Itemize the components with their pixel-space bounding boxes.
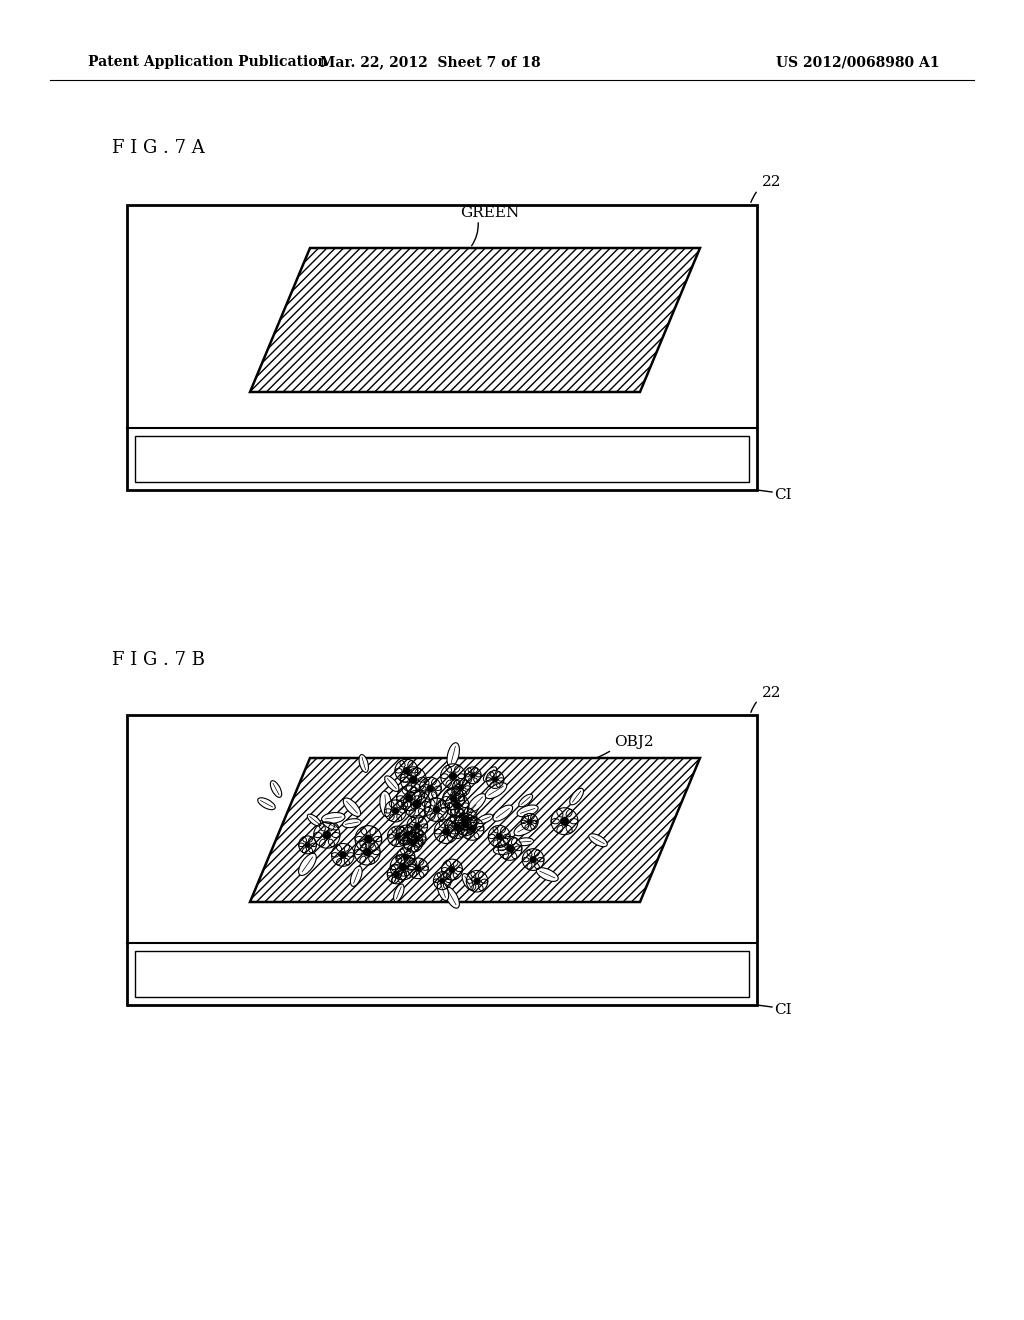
Ellipse shape xyxy=(450,796,459,816)
Ellipse shape xyxy=(447,743,460,767)
Ellipse shape xyxy=(299,853,316,875)
Text: OBJ2: OBJ2 xyxy=(614,735,653,748)
Text: F I G . 7 A: F I G . 7 A xyxy=(112,139,205,157)
Circle shape xyxy=(323,830,331,840)
Text: 22: 22 xyxy=(762,686,781,700)
Text: GREEN: GREEN xyxy=(461,206,519,220)
Circle shape xyxy=(463,816,469,822)
Circle shape xyxy=(462,821,469,828)
Circle shape xyxy=(394,871,399,878)
Ellipse shape xyxy=(477,814,493,824)
Ellipse shape xyxy=(437,880,449,900)
Ellipse shape xyxy=(307,814,321,826)
Circle shape xyxy=(506,845,514,851)
Ellipse shape xyxy=(483,767,497,781)
Circle shape xyxy=(449,866,456,873)
Ellipse shape xyxy=(322,813,345,824)
Circle shape xyxy=(469,825,476,833)
Circle shape xyxy=(410,840,416,845)
Ellipse shape xyxy=(350,866,362,886)
Ellipse shape xyxy=(343,799,360,816)
Circle shape xyxy=(392,808,399,814)
Ellipse shape xyxy=(514,820,537,836)
Circle shape xyxy=(454,801,461,809)
Circle shape xyxy=(305,842,310,847)
Circle shape xyxy=(413,800,421,809)
Circle shape xyxy=(402,767,410,775)
Ellipse shape xyxy=(589,834,607,846)
Circle shape xyxy=(454,824,461,830)
Circle shape xyxy=(427,785,434,792)
Circle shape xyxy=(399,863,407,871)
Ellipse shape xyxy=(393,884,404,902)
Ellipse shape xyxy=(493,805,513,821)
Polygon shape xyxy=(127,715,757,1005)
Ellipse shape xyxy=(392,867,402,883)
Circle shape xyxy=(365,834,373,843)
Ellipse shape xyxy=(385,776,399,792)
Ellipse shape xyxy=(380,791,391,817)
Circle shape xyxy=(339,851,346,858)
Ellipse shape xyxy=(537,867,558,882)
Circle shape xyxy=(439,878,445,883)
Ellipse shape xyxy=(270,780,282,797)
Ellipse shape xyxy=(494,845,514,854)
Ellipse shape xyxy=(444,887,460,908)
Ellipse shape xyxy=(517,805,539,817)
Ellipse shape xyxy=(516,838,534,846)
Circle shape xyxy=(470,772,475,777)
Circle shape xyxy=(474,878,480,884)
Polygon shape xyxy=(250,758,700,902)
Ellipse shape xyxy=(323,820,339,830)
Ellipse shape xyxy=(462,874,473,890)
Circle shape xyxy=(403,854,409,859)
Circle shape xyxy=(493,776,498,783)
Circle shape xyxy=(459,784,464,791)
Polygon shape xyxy=(250,248,700,392)
Text: 22: 22 xyxy=(762,176,781,189)
Circle shape xyxy=(406,795,413,803)
Ellipse shape xyxy=(569,788,584,805)
Text: CI: CI xyxy=(774,488,792,502)
Ellipse shape xyxy=(424,791,437,816)
Circle shape xyxy=(364,847,372,857)
Circle shape xyxy=(451,795,457,803)
Circle shape xyxy=(496,833,503,840)
Text: US 2012/0068980 A1: US 2012/0068980 A1 xyxy=(776,55,940,69)
Circle shape xyxy=(560,817,568,825)
Circle shape xyxy=(450,772,457,780)
Ellipse shape xyxy=(485,783,507,799)
Polygon shape xyxy=(127,205,757,490)
Circle shape xyxy=(415,836,420,841)
Circle shape xyxy=(394,833,401,840)
Ellipse shape xyxy=(519,795,532,807)
Circle shape xyxy=(414,822,421,829)
Text: Mar. 22, 2012  Sheet 7 of 18: Mar. 22, 2012 Sheet 7 of 18 xyxy=(319,55,541,69)
Text: Patent Application Publication: Patent Application Publication xyxy=(88,55,328,69)
Ellipse shape xyxy=(467,793,485,813)
Text: F I G . 7 B: F I G . 7 B xyxy=(112,651,205,669)
Text: CI: CI xyxy=(774,1003,792,1016)
Ellipse shape xyxy=(462,801,479,821)
Ellipse shape xyxy=(359,755,369,772)
Ellipse shape xyxy=(342,818,361,828)
Circle shape xyxy=(415,865,421,871)
Circle shape xyxy=(442,828,450,836)
Circle shape xyxy=(403,832,410,838)
Circle shape xyxy=(410,776,418,784)
Ellipse shape xyxy=(440,789,455,808)
Ellipse shape xyxy=(258,797,275,809)
Circle shape xyxy=(527,820,532,825)
Circle shape xyxy=(529,857,537,863)
Circle shape xyxy=(433,807,440,813)
